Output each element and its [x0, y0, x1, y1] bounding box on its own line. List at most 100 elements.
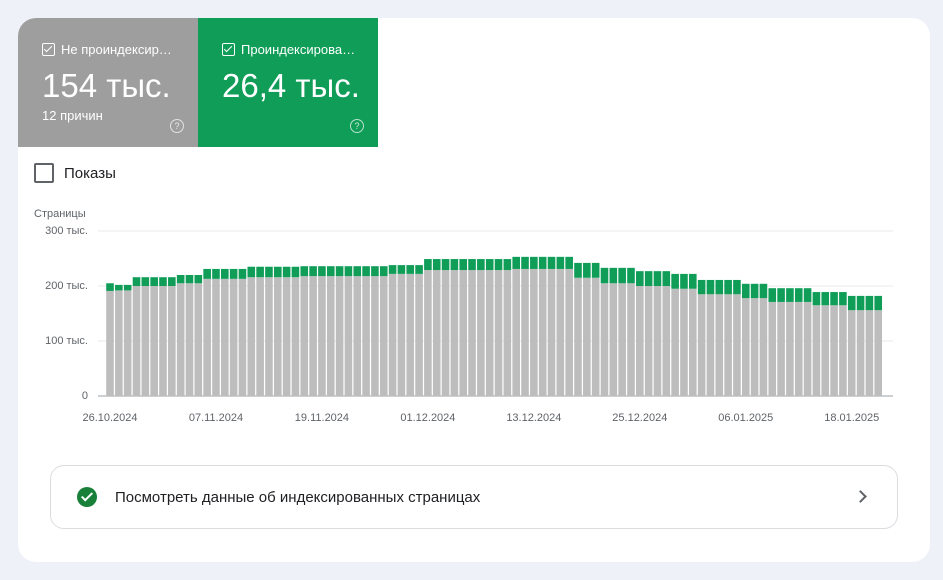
bar-segment — [803, 288, 812, 302]
bar-segment — [441, 270, 450, 396]
panel: Страницы 0 100 тыс. 200 тыс. 300 тыс. 26.10.2… — [18, 18, 930, 562]
bar-segment — [300, 276, 309, 396]
bar-segment — [415, 273, 423, 396]
bar-segment — [282, 277, 291, 396]
bar-segment — [300, 266, 309, 277]
x-tick-label: 18.01.2025 — [824, 412, 879, 424]
bar-segment — [618, 267, 626, 284]
bar-segment — [750, 283, 759, 299]
bar-segment — [671, 273, 679, 289]
bar-segment — [786, 288, 794, 302]
bar-segment — [371, 266, 379, 277]
card-value: 26,4 тыс. — [222, 67, 360, 104]
help-icon[interactable]: ? — [170, 119, 184, 133]
bar-segment — [777, 301, 785, 396]
bar-segment — [335, 266, 344, 277]
bar-segment — [565, 268, 573, 396]
bar-segment — [830, 305, 838, 396]
bar-segment — [229, 278, 238, 396]
bar-segment — [176, 275, 185, 284]
bar-segment — [609, 283, 618, 396]
bar-segment — [282, 266, 291, 278]
bar-segment — [715, 294, 724, 396]
bar-segment — [371, 276, 379, 396]
bar-segment — [812, 305, 821, 396]
bar-segment — [503, 259, 512, 271]
indexed-card[interactable]: Проиндексирова… 26,4 тыс. ? — [198, 18, 378, 147]
bar-segment — [335, 276, 344, 396]
bar-segment — [459, 259, 468, 271]
not-indexed-card[interactable]: Не проиндексир… 154 тыс. 12 причин ? — [18, 18, 198, 147]
bar-segment — [388, 273, 397, 396]
bar-segment — [212, 268, 220, 279]
help-icon[interactable]: ? — [350, 119, 364, 133]
bar-segment — [680, 288, 688, 396]
bar-segment — [583, 262, 591, 278]
bar-segment — [759, 283, 768, 299]
bar-segment — [839, 292, 847, 306]
bar-segment — [362, 276, 370, 396]
bar-segment — [671, 288, 679, 396]
bar-segment — [697, 294, 706, 396]
bar-segment — [397, 265, 406, 274]
bar-segment — [741, 283, 750, 299]
bar-segment — [459, 270, 468, 396]
bar-segment — [318, 276, 326, 396]
bar-segment — [591, 277, 600, 396]
bar-segment — [653, 271, 662, 286]
bar-segment — [847, 295, 856, 311]
bar-segment — [468, 270, 476, 396]
bar-segment — [388, 265, 397, 274]
bar-segment — [662, 286, 671, 396]
chart: Страницы 0 100 тыс. 200 тыс. 300 тыс. 26.10.2… — [34, 208, 893, 424]
bar-segment — [203, 268, 211, 279]
bar-segment — [512, 256, 520, 269]
bar-segment — [644, 271, 653, 286]
link-label: Посмотреть данные об индексированных стр… — [115, 488, 481, 506]
bar-segment — [494, 259, 503, 271]
x-tick-label: 25.12.2024 — [612, 412, 667, 424]
bar-segment — [874, 310, 883, 396]
bar-segment — [821, 305, 830, 396]
bar-segment — [150, 286, 158, 396]
bar-segment — [794, 288, 803, 302]
bar-segment — [768, 288, 777, 302]
bar-segment — [106, 283, 114, 291]
bar-segment — [636, 271, 644, 286]
x-tick-label: 06.01.2025 — [718, 412, 773, 424]
card-note: 12 причин — [42, 108, 103, 123]
bar-segment — [627, 283, 635, 396]
bar-segment — [715, 279, 724, 295]
bar-segment — [530, 256, 538, 269]
bar-segment — [123, 290, 132, 396]
checkbox[interactable]: Показы — [34, 163, 116, 183]
bar-segment — [318, 266, 326, 277]
bar-segment — [221, 268, 229, 279]
bar-segment — [512, 268, 520, 396]
x-tick-label: 07.11.2024 — [189, 412, 243, 424]
bar-segment — [865, 310, 874, 396]
bar-segment — [556, 268, 565, 396]
card-label: Не проиндексир… — [61, 42, 172, 57]
bar-segment — [697, 279, 706, 295]
bar-segment — [759, 298, 768, 396]
bar-segment — [839, 305, 847, 396]
bar-segment — [362, 266, 370, 277]
bar-segment — [379, 276, 388, 396]
bar-segment — [106, 290, 114, 396]
bar-segment — [273, 266, 282, 278]
bar-segment — [786, 301, 794, 396]
bar-segment — [662, 271, 671, 286]
bar-segment — [132, 277, 141, 286]
bar-segment — [212, 278, 220, 396]
bar-segment — [503, 270, 512, 396]
bar-segment — [406, 265, 415, 274]
bar-segment — [159, 286, 167, 396]
y-axis-title: Страницы — [34, 208, 86, 220]
link-card[interactable]: Посмотреть данные об индексированных стр… — [50, 465, 898, 529]
bar-segment — [618, 283, 626, 396]
bar-segment — [132, 286, 141, 396]
bar-segment — [159, 277, 167, 286]
bar-segment — [547, 256, 556, 269]
bar-segment — [812, 292, 821, 306]
